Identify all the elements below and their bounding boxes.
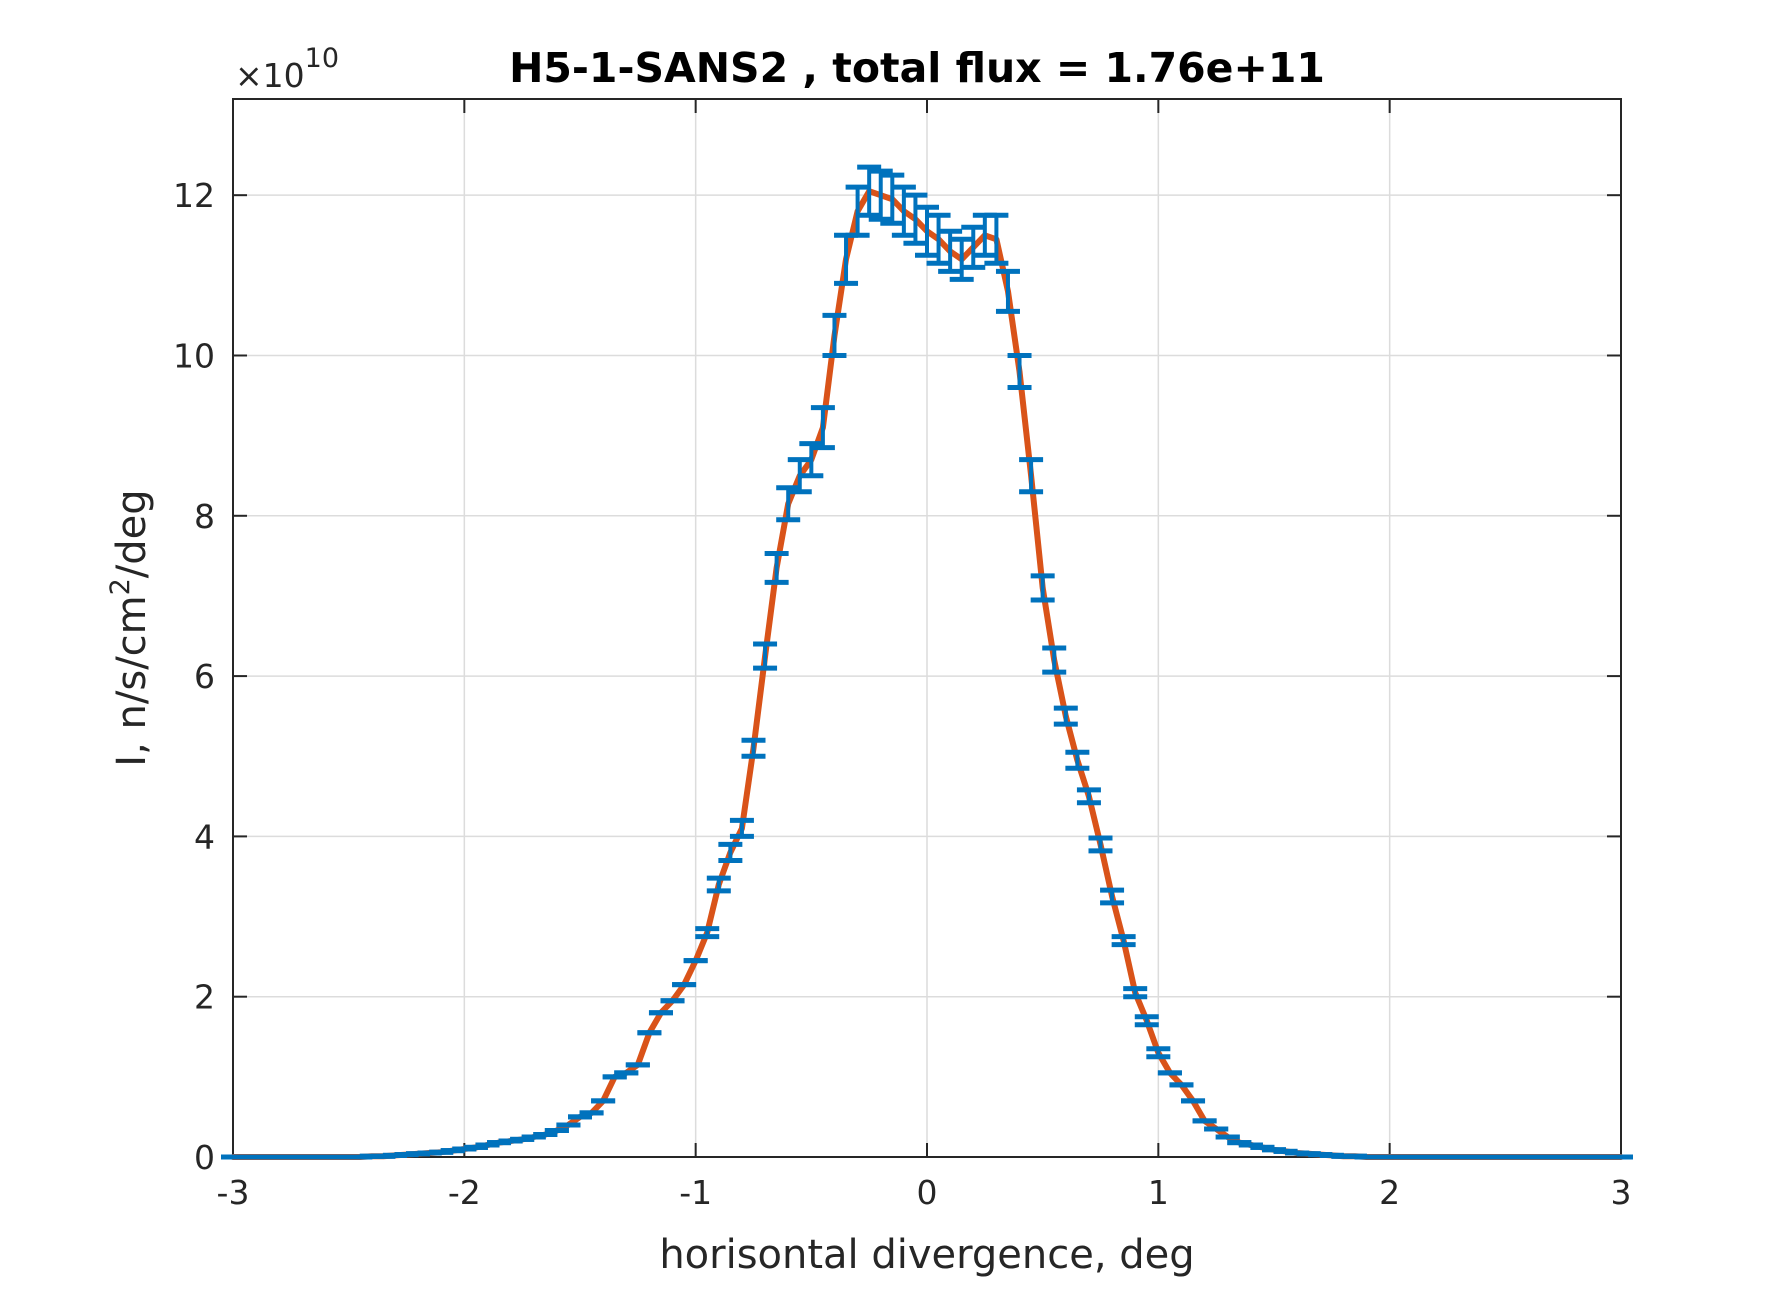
x-tick-label: 2 [1379, 1173, 1400, 1212]
data-point [845, 184, 870, 238]
data-point [1146, 1046, 1171, 1060]
data-point [868, 168, 893, 222]
series [221, 164, 1633, 1160]
x-tick-label: -1 [679, 1173, 712, 1212]
data-point [995, 268, 1020, 314]
data-point [718, 841, 743, 863]
data-point [1100, 887, 1125, 906]
data-point [1111, 934, 1136, 948]
y-tick-label: 8 [194, 497, 215, 536]
data-point [1019, 457, 1044, 495]
data-point [1053, 705, 1078, 727]
y-tick-label: 4 [194, 817, 215, 856]
data-point [764, 550, 789, 585]
data-point [695, 926, 720, 940]
data-point [753, 641, 778, 671]
y-tick-label: 12 [173, 176, 215, 215]
y-axis-exponent-base: ×10 [235, 56, 305, 95]
data-point [741, 737, 766, 759]
data-point [880, 172, 905, 226]
y-tick-label: 6 [194, 657, 215, 696]
data-point [822, 312, 847, 358]
chart-title: H5-1-SANS2 , total flux = 1.76e+11 [509, 44, 1325, 92]
x-tick-label: -3 [217, 1173, 250, 1212]
y-tick-label: 0 [194, 1138, 215, 1177]
data-point [857, 164, 882, 218]
data-point [1134, 1014, 1159, 1028]
data-point [1088, 835, 1113, 854]
x-tick-label: 0 [917, 1173, 938, 1212]
data-point [1030, 573, 1055, 603]
data-point [1076, 787, 1101, 806]
data-point [1065, 749, 1090, 771]
y-tick-label: 10 [173, 336, 215, 375]
data-point [984, 212, 1009, 266]
y-axis-exponent-power: 10 [305, 43, 339, 74]
data-point [961, 224, 986, 270]
y-tick-label: 2 [194, 978, 215, 1017]
y-axis-label-superscript: 2 [105, 578, 136, 595]
data-point [1007, 352, 1032, 391]
y-axis-exponent: ×1010 [235, 43, 339, 95]
x-tick-label: 1 [1148, 1173, 1169, 1212]
data-point [903, 192, 928, 246]
data-point [706, 875, 731, 894]
data-point [1123, 986, 1148, 1000]
data-point [949, 236, 974, 282]
y-axis-label-tail: /deg [109, 489, 155, 578]
data-point [926, 212, 951, 266]
data-point [1042, 645, 1067, 675]
y-axis-label-main: I, n/s/cm [109, 595, 155, 766]
data-point [729, 817, 754, 839]
x-tick-label: 3 [1611, 1173, 1632, 1212]
data-point [810, 405, 835, 451]
y-axis-label: I, n/s/cm2/deg [105, 489, 155, 766]
x-axis-label: horisontal divergence, deg [659, 1232, 1194, 1278]
x-tick-label: -2 [448, 1173, 481, 1212]
